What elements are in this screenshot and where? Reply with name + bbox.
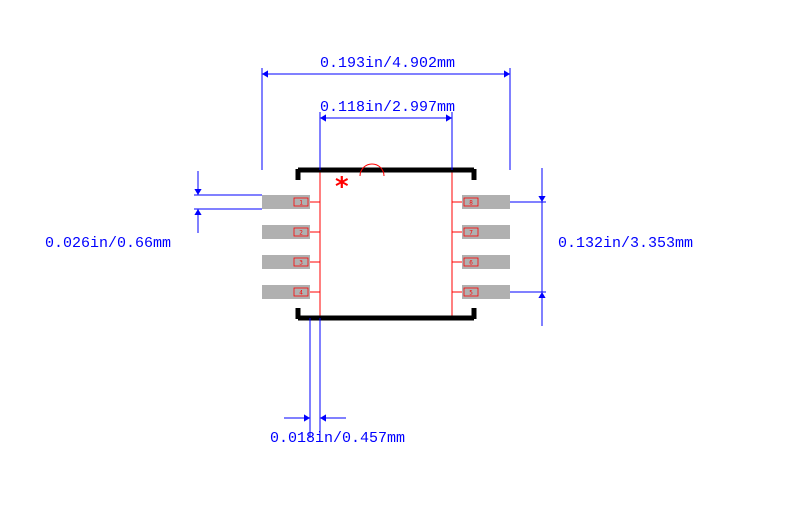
dim-pad-height-label: 0.026in/0.66mm — [45, 235, 171, 252]
svg-text:2: 2 — [299, 230, 303, 237]
dim-pitch-label: 0.132in/3.353mm — [558, 235, 693, 252]
svg-text:1: 1 — [299, 200, 303, 207]
svg-text:7: 7 — [469, 230, 473, 237]
svg-text:5: 5 — [469, 290, 473, 297]
dim-overall-width-label: 0.193in/4.902mm — [320, 55, 455, 72]
dim-body-width-label: 0.118in/2.997mm — [320, 99, 455, 116]
svg-text:4: 4 — [299, 290, 303, 297]
svg-text:3: 3 — [299, 260, 303, 267]
svg-text:*: * — [334, 172, 350, 202]
dim-body-width-bottom-label: 0.018in/0.457mm — [270, 430, 405, 447]
svg-text:8: 8 — [469, 200, 473, 207]
svg-text:6: 6 — [469, 260, 473, 267]
